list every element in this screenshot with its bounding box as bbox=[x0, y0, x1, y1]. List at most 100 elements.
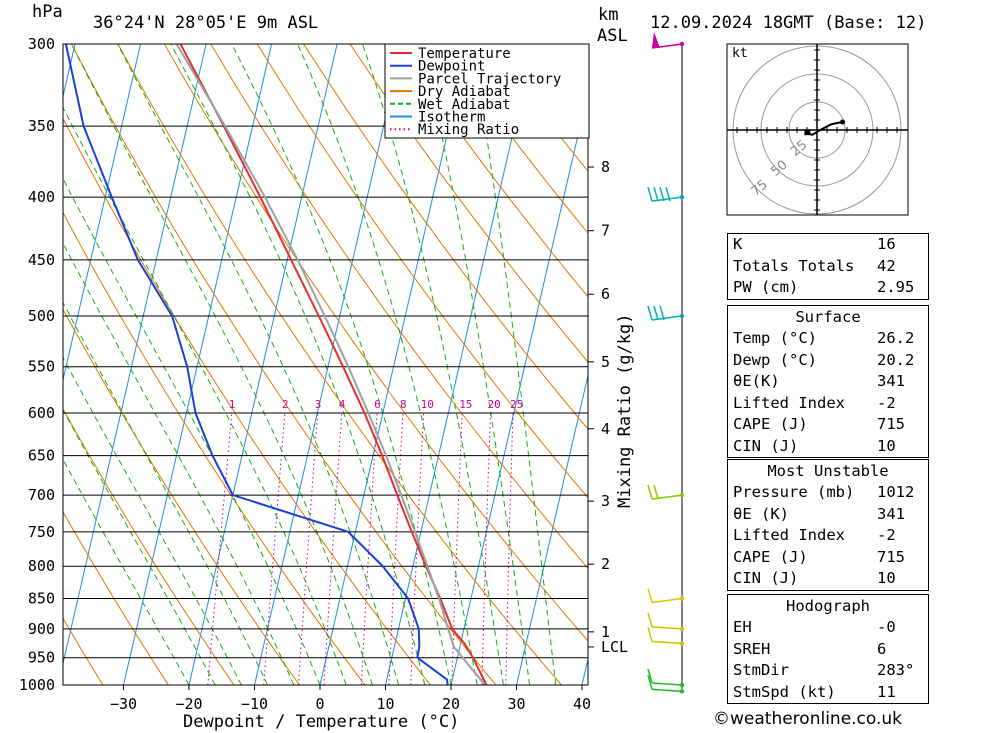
mixing-ratio-line bbox=[481, 412, 491, 685]
wet-adiabat-line bbox=[63, 458, 190, 685]
wet-adiabat-line bbox=[362, 44, 504, 685]
mixing-ratio-line bbox=[410, 412, 425, 685]
stat-key: Totals Totals bbox=[733, 256, 855, 275]
isotherm-line bbox=[385, 44, 535, 685]
pressure-tick-label: 550 bbox=[28, 358, 55, 376]
most-unstable-title: Most Unstable bbox=[767, 462, 889, 480]
mixing-ratio-line bbox=[360, 412, 378, 685]
stat-row: StmSpd (kt) 11 bbox=[728, 682, 928, 704]
wind-barb-feather bbox=[665, 186, 671, 202]
pressure-tick-label: 700 bbox=[28, 486, 55, 504]
wind-barb bbox=[651, 32, 685, 49]
stat-key: K bbox=[733, 235, 743, 253]
stat-row: SREH 6 bbox=[728, 639, 928, 661]
pressure-tick-label: 500 bbox=[28, 307, 55, 325]
credit-label: ©weatheronline.co.uk bbox=[713, 709, 903, 729]
wind-barb bbox=[647, 186, 685, 202]
wind-barb bbox=[647, 588, 685, 604]
stat-value: 10 bbox=[877, 569, 896, 587]
stat-row: EH -0 bbox=[728, 617, 928, 639]
x-axis-title: Dewpoint / Temperature (°C) bbox=[183, 712, 459, 732]
mixing-ratio-tick-label: 8 bbox=[400, 398, 407, 411]
pressure-tick-label: 650 bbox=[28, 447, 55, 465]
temperature-line bbox=[179, 44, 488, 685]
legend-box bbox=[384, 43, 590, 139]
stat-key: θE (K) bbox=[733, 504, 789, 523]
wet-adiabat-line bbox=[63, 106, 347, 685]
km-tick-label: 1 bbox=[601, 623, 610, 641]
wind-barb-feather bbox=[647, 484, 653, 500]
wind-barb-dot bbox=[679, 194, 685, 200]
mixing-ratio-axis-title: Mixing Ratio (g/kg) bbox=[615, 314, 635, 508]
stat-row: PW (cm) 2.95 bbox=[728, 277, 928, 299]
km-tick-label: 8 bbox=[601, 158, 610, 176]
isotherm-line bbox=[123, 44, 273, 685]
wind-barb-staff bbox=[651, 494, 683, 500]
dry-adiabat-line bbox=[117, 44, 562, 685]
stat-key: Lifted Index bbox=[733, 393, 845, 412]
wind-barb-dot bbox=[679, 689, 685, 694]
stat-key: EH bbox=[733, 618, 752, 636]
wind-barb-feather bbox=[653, 305, 659, 321]
stat-value: 20.2 bbox=[877, 350, 915, 369]
legend-entry-label: Wet Adiabat bbox=[418, 97, 511, 113]
pressure-tick-label: 850 bbox=[28, 589, 55, 607]
x-tick-label: −30 bbox=[110, 695, 137, 713]
stat-row: StmDir 283° bbox=[728, 660, 928, 682]
dry-adiabat-line bbox=[396, 44, 588, 298]
hpa-label: hPa bbox=[32, 2, 63, 22]
wind-barb-feather bbox=[647, 186, 653, 202]
stat-row: Totals Totals 42 bbox=[728, 256, 928, 278]
pressure-tick-label: 800 bbox=[28, 557, 55, 575]
wet-adiabat-line bbox=[70, 44, 373, 685]
stat-value: 42 bbox=[877, 256, 896, 275]
wind-barb-feather bbox=[647, 675, 653, 690]
mixing-ratio-line bbox=[505, 412, 514, 685]
isotherm-line bbox=[450, 89, 588, 685]
surface-title: Surface bbox=[795, 308, 861, 326]
stat-key: CAPE (J) bbox=[733, 547, 808, 566]
profile-lines bbox=[64, 44, 488, 685]
legend-entry-label: Dry Adiabat bbox=[418, 84, 511, 100]
wet-adiabat-line bbox=[170, 44, 426, 685]
stat-key: CIN (J) bbox=[733, 569, 799, 587]
hodograph-unit-label: kt bbox=[732, 46, 748, 61]
indices-table: K 16 Totals Totals 42 PW (cm) 2.95 bbox=[727, 233, 929, 300]
wet-adiabat-line bbox=[63, 242, 295, 685]
hodograph-trace-end bbox=[840, 119, 846, 125]
isobars: 300 350 400 450 500 550 600 650 700 750 800 850 900 9… bbox=[19, 35, 588, 694]
wind-barb bbox=[647, 627, 685, 646]
isotherm-line bbox=[188, 44, 338, 685]
km-tick-label: 7 bbox=[601, 222, 610, 240]
most-unstable-table: Most Unstable Pressure (mb) 1012 θE (K) 341… bbox=[727, 459, 929, 591]
wind-barb-feather bbox=[647, 588, 653, 603]
isotherm-line bbox=[63, 44, 207, 666]
stat-row: Temp (°C) 26.2 bbox=[728, 328, 928, 350]
isotherm-line bbox=[254, 44, 404, 685]
isotherm-line bbox=[63, 44, 142, 383]
wind-barb-feather bbox=[647, 305, 653, 321]
isotherm-line bbox=[516, 373, 588, 685]
wind-barb-feather bbox=[647, 627, 653, 642]
stat-value: 715 bbox=[877, 547, 905, 566]
dry-adiabat-line bbox=[303, 44, 588, 430]
km-tick-label: 3 bbox=[601, 492, 610, 510]
asl-label: ASL bbox=[597, 26, 628, 46]
stat-row: θE(K) 341 bbox=[728, 371, 928, 393]
stat-value: 11 bbox=[877, 682, 896, 701]
wind-barb bbox=[647, 612, 685, 632]
stat-value: 10 bbox=[877, 436, 896, 455]
wind-barb-staff bbox=[651, 640, 683, 645]
stat-key: Temp (°C) bbox=[733, 329, 817, 347]
stat-value: 341 bbox=[877, 372, 905, 390]
mixing-ratio-line bbox=[207, 412, 233, 685]
stat-row: Pressure (mb) 1012 bbox=[728, 482, 928, 504]
stat-value: -0 bbox=[877, 618, 896, 636]
wind-barb-dot bbox=[679, 313, 685, 319]
stat-key: PW (cm) bbox=[733, 278, 799, 296]
dry-adiabat-line bbox=[349, 44, 588, 363]
wind-barb-feather bbox=[647, 612, 653, 628]
stat-value: 341 bbox=[877, 504, 905, 523]
